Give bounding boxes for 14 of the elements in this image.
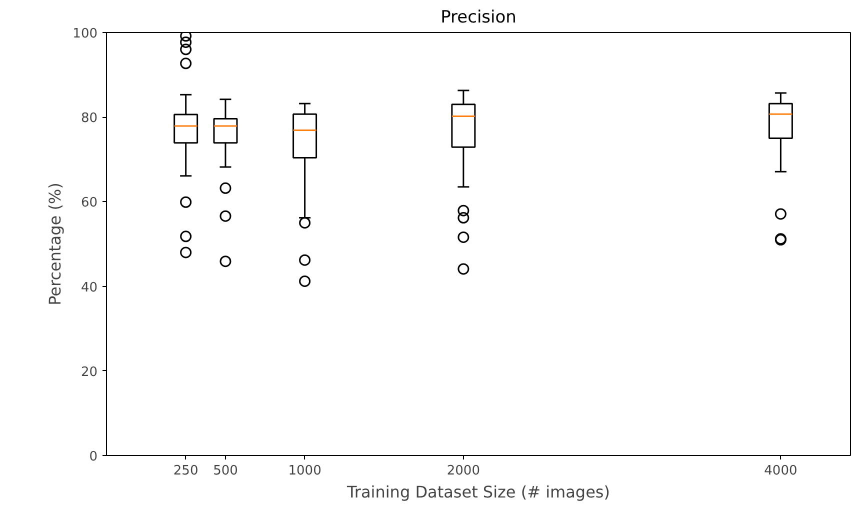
chart-title: Precision: [440, 8, 516, 28]
y-tick-label: 80: [80, 111, 98, 126]
y-tick-label: 40: [80, 280, 98, 296]
x-tick-label: 2000: [446, 464, 480, 478]
y-tick-label: 100: [72, 26, 98, 42]
y-tick-label: 0: [89, 450, 98, 464]
y-axis-title: Percentage (%): [46, 182, 65, 306]
x-tick-label: 4000: [764, 464, 798, 478]
y-tick-label: 20: [80, 364, 98, 380]
x-tick-label: 250: [173, 464, 198, 478]
x-tick-label: 500: [213, 464, 238, 478]
y-tick-label: 60: [80, 196, 98, 211]
x-tick-label: 1000: [288, 464, 322, 478]
x-axis-title: Training Dataset Size (# images): [346, 482, 610, 502]
